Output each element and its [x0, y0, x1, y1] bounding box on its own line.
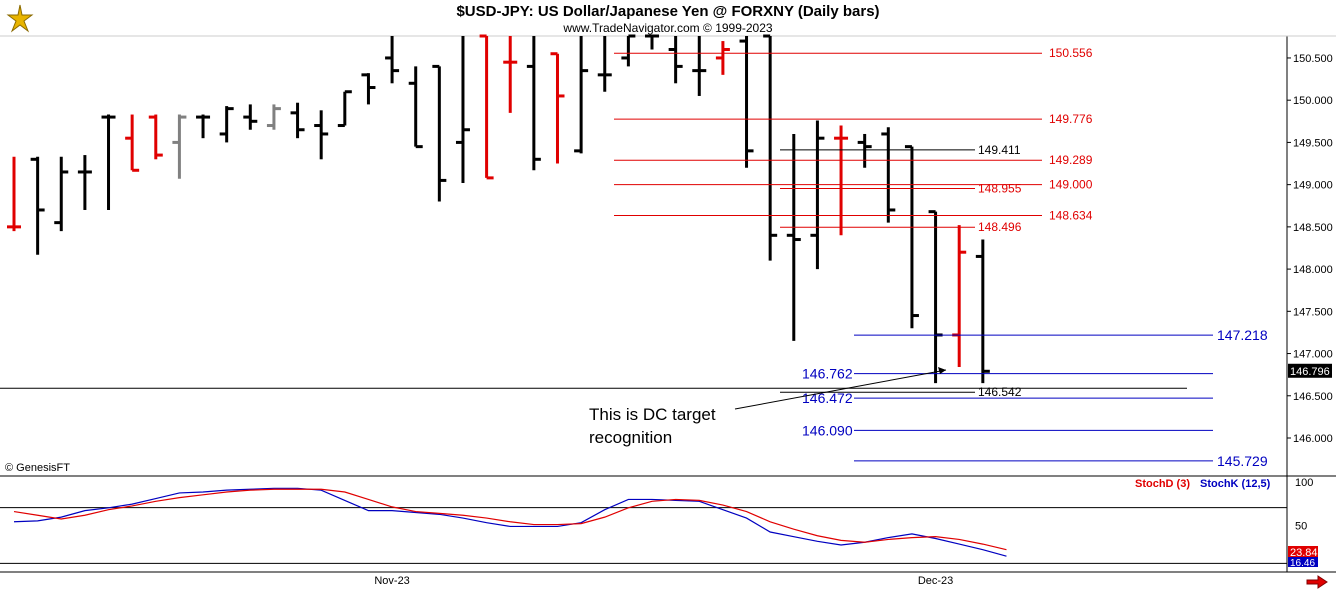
price-axis: 150.500 150.000 149.500 149.000 148.500 148.0… — [374, 53, 1332, 587]
trade-navigator-logo-icon — [6, 4, 34, 33]
chart-title: $USD-JPY: US Dollar/Japanese Yen @ FORXN… — [456, 3, 880, 20]
red-level-label: 149.000 — [1049, 178, 1093, 192]
red-level-label: 148.634 — [1049, 209, 1093, 223]
ohlc-bar — [125, 114, 140, 172]
ohlc-bar — [621, 34, 636, 67]
ohlc-bar — [266, 104, 281, 130]
ohlc-bar — [975, 239, 990, 384]
ohlc-bar — [952, 225, 967, 368]
annotation-arrowhead-icon — [938, 367, 946, 374]
current-price-badge — [1288, 363, 1332, 378]
red-inner-label: 148.955 — [978, 181, 1022, 195]
ohlc-bar — [834, 125, 849, 236]
ohlc-bar — [243, 104, 258, 130]
price-tick-label: 149.500 — [1293, 137, 1333, 149]
annotation: This is DC target recognition — [589, 367, 947, 447]
price-tick-label: 147.500 — [1293, 306, 1333, 318]
price-tick-label: 149.000 — [1293, 180, 1333, 192]
red-level-label: 149.289 — [1049, 153, 1093, 167]
red-level-label: 150.556 — [1049, 46, 1093, 60]
blue-level-label: 147.218 — [1217, 327, 1268, 343]
ohlc-bar — [385, 36, 400, 84]
ohlc-bar — [550, 52, 565, 164]
ohlc-bar — [763, 34, 778, 261]
black-level-label: 146.542 — [978, 385, 1022, 399]
legend-stochd: StochD (3) — [1135, 478, 1190, 490]
red-level-label: 149.776 — [1049, 112, 1093, 126]
price-tick-label: 148.000 — [1293, 264, 1333, 276]
ohlc-bar — [503, 36, 518, 113]
price-tick-label: 147.000 — [1293, 349, 1333, 361]
ohlc-bar — [219, 106, 234, 143]
price-tick-label: 148.500 — [1293, 222, 1333, 234]
price-tick-label: 150.000 — [1293, 95, 1333, 107]
ohlc-bar — [101, 114, 116, 210]
price-tick-label: 150.500 — [1293, 53, 1333, 65]
level-lines: 150.556 149.776 149.289 149.000 148.634 148.9… — [614, 46, 1268, 469]
ohlc-bar — [692, 36, 707, 96]
annotation-line2: recognition — [589, 428, 672, 447]
blue-level-label: 146.090 — [802, 422, 853, 438]
annotation-pointer — [734, 369, 947, 410]
price-tick-label: 146.500 — [1293, 391, 1333, 403]
ohlc-bar — [574, 36, 589, 154]
ohlc-bar — [904, 145, 919, 329]
ohlc-bar — [361, 73, 376, 105]
stochk-badge — [1288, 557, 1318, 567]
ohlc-bar — [7, 156, 21, 232]
ohlc-bar — [715, 41, 730, 75]
ohlc-bar — [739, 36, 754, 168]
osc-series-line — [13, 488, 1007, 551]
price-tick-label: 146.000 — [1293, 433, 1333, 445]
ohlc-bar — [810, 120, 825, 270]
scroll-right-arrow-icon[interactable] — [1306, 575, 1328, 589]
blue-level-label: 146.762 — [802, 366, 853, 382]
ohlc-bars — [7, 34, 990, 384]
osc-tick-label: 50 — [1295, 521, 1307, 533]
chart-subtitle: www.TradeNavigator.com © 1999-2023 — [563, 21, 773, 35]
ohlc-bar — [455, 36, 470, 183]
ohlc-bar — [597, 36, 612, 92]
ohlc-bar — [408, 66, 423, 149]
ohlc-bar — [479, 34, 494, 180]
ohlc-bar — [290, 102, 305, 139]
current-price-label: 146.796 — [1290, 366, 1330, 378]
osc-tick-label: 100 — [1295, 477, 1313, 489]
date-label: Dec-23 — [918, 575, 953, 587]
ohlc-bar — [645, 34, 660, 50]
annotation-line1: This is DC target — [589, 405, 716, 424]
legend-stochk: StochK (12,5) — [1200, 478, 1271, 490]
ohlc-bar — [881, 127, 896, 223]
ohlc-bar — [77, 155, 92, 210]
blue-level-label: 145.729 — [1217, 453, 1268, 469]
stochd-value: 23.84 — [1290, 547, 1318, 559]
ohlc-bar — [196, 114, 211, 139]
ohlc-bar — [668, 36, 683, 84]
black-level-label: 149.411 — [978, 143, 1021, 157]
genesis-watermark: © GenesisFT — [5, 462, 70, 474]
ohlc-bar — [30, 156, 45, 255]
red-inner-label: 148.496 — [978, 220, 1022, 234]
ohlc-bar — [928, 210, 943, 384]
ohlc-bar — [857, 133, 872, 168]
ohlc-bar — [148, 114, 163, 160]
ohlc-bar — [337, 90, 352, 128]
ohlc-bar — [786, 133, 801, 341]
osc-series-line — [13, 487, 1007, 557]
chart-frame — [0, 35, 1336, 573]
ohlc-bar — [526, 36, 541, 171]
ohlc-bar — [432, 64, 447, 202]
ohlc-bar — [314, 110, 329, 160]
chart-header: $USD-JPY: US Dollar/Japanese Yen @ FORXN… — [0, 0, 1336, 36]
ohlc-bar — [54, 156, 69, 232]
stochd-badge — [1288, 546, 1318, 558]
blue-level-label: 146.472 — [802, 390, 853, 406]
stochk-value: 16.46 — [1290, 558, 1315, 569]
ohlc-bar — [172, 114, 187, 179]
date-label: Nov-23 — [374, 575, 409, 587]
